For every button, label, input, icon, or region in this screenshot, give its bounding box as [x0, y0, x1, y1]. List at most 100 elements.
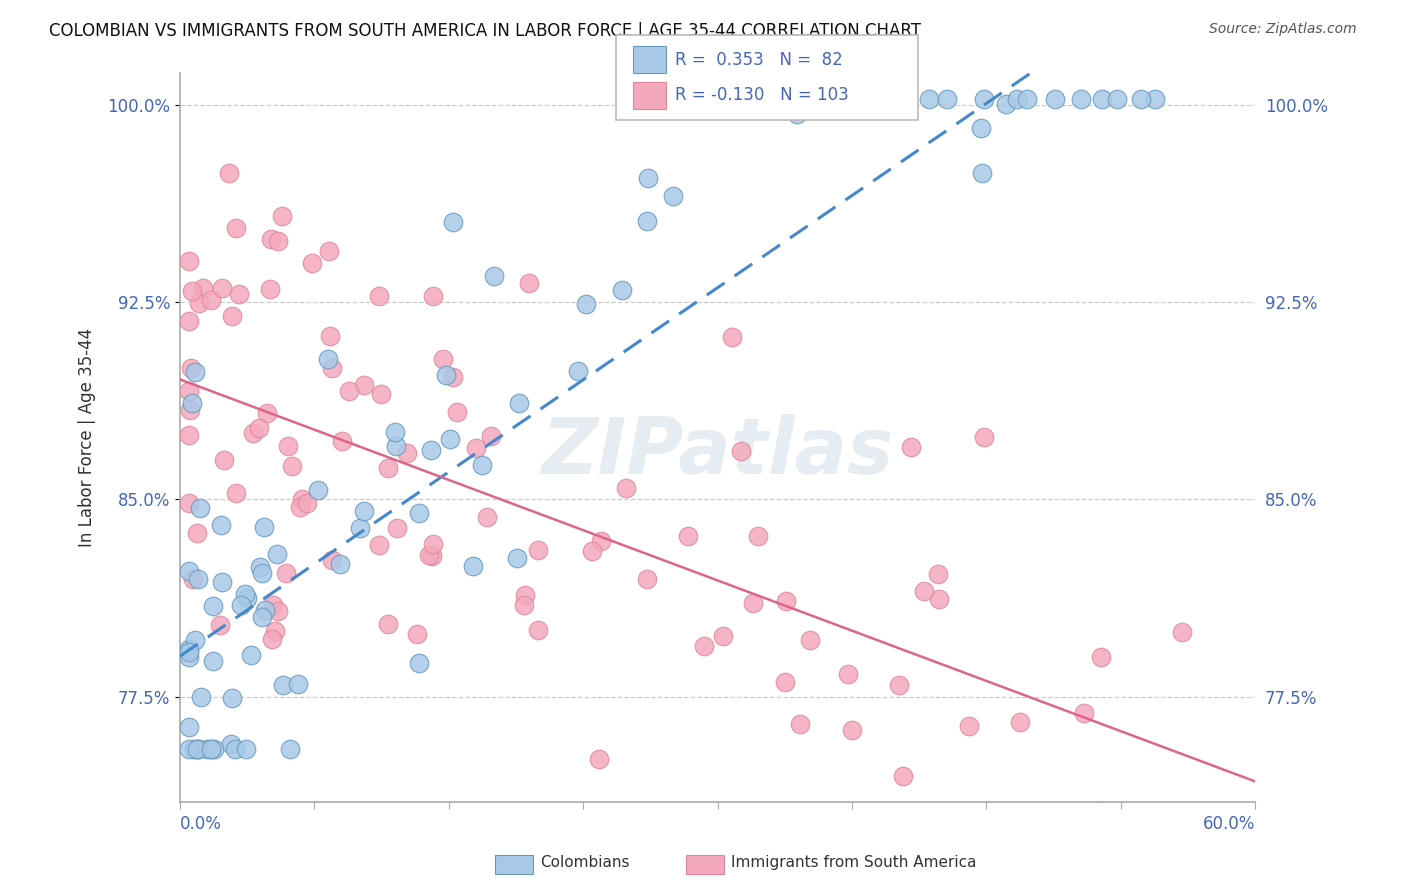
Point	[441, 369, 464, 384]
Point	[277, 439, 299, 453]
Point	[250, 566, 273, 580]
Point	[177, 742, 200, 756]
Point	[211, 280, 233, 294]
Text: R = -0.130   N = 103: R = -0.130 N = 103	[675, 87, 849, 104]
Point	[610, 283, 633, 297]
Point	[287, 677, 309, 691]
Point	[195, 742, 218, 756]
Text: Immigrants from South America: Immigrants from South America	[731, 855, 977, 870]
Point	[384, 439, 406, 453]
Point	[177, 645, 200, 659]
Point	[235, 742, 257, 756]
Point	[441, 215, 464, 229]
Point	[353, 378, 375, 392]
Point	[900, 440, 922, 454]
Point	[249, 560, 271, 574]
Point	[479, 428, 502, 442]
Point	[439, 432, 461, 446]
Point	[914, 584, 936, 599]
Point	[581, 544, 603, 558]
Point	[591, 533, 613, 548]
Point	[181, 284, 204, 298]
Point	[1091, 92, 1114, 106]
Point	[260, 232, 283, 246]
Point	[799, 632, 821, 647]
Point	[588, 751, 610, 765]
Point	[202, 742, 225, 756]
Point	[406, 627, 429, 641]
Point	[678, 529, 700, 543]
Point	[517, 277, 540, 291]
Point	[775, 594, 797, 608]
Point	[614, 481, 637, 495]
Point	[266, 547, 288, 561]
Point	[918, 92, 941, 106]
Point	[301, 255, 323, 269]
Point	[190, 690, 212, 704]
Point	[288, 500, 311, 514]
Point	[177, 428, 200, 442]
Point	[963, 808, 986, 822]
Point	[730, 443, 752, 458]
Point	[377, 460, 399, 475]
Point	[506, 551, 529, 566]
Point	[368, 538, 391, 552]
Point	[180, 361, 202, 376]
Point	[259, 282, 281, 296]
Text: ZIPatlas: ZIPatlas	[541, 414, 894, 490]
Point	[184, 365, 207, 379]
Point	[475, 510, 498, 524]
Point	[266, 604, 288, 618]
Point	[928, 591, 950, 606]
Point	[177, 641, 200, 656]
Point	[513, 598, 536, 612]
Point	[408, 506, 430, 520]
Point	[851, 92, 873, 106]
Point	[349, 521, 371, 535]
Point	[273, 677, 295, 691]
Point	[321, 553, 343, 567]
Point	[181, 572, 204, 586]
Point	[247, 421, 270, 435]
Point	[180, 396, 202, 410]
Text: 60.0%: 60.0%	[1202, 815, 1256, 833]
Point	[235, 591, 257, 605]
Point	[973, 92, 995, 106]
Point	[970, 166, 993, 180]
Point	[271, 210, 294, 224]
Point	[408, 656, 430, 670]
Point	[970, 121, 993, 136]
Point	[253, 602, 276, 616]
Point	[201, 599, 224, 613]
Point	[527, 542, 550, 557]
Point	[318, 244, 340, 258]
Point	[179, 403, 201, 417]
Point	[422, 537, 444, 551]
Point	[747, 529, 769, 543]
Point	[1171, 624, 1194, 639]
Point	[1090, 649, 1112, 664]
Point	[713, 629, 735, 643]
Point	[693, 639, 716, 653]
Point	[891, 769, 914, 783]
Point	[907, 808, 929, 822]
Point	[1143, 92, 1166, 106]
Point	[370, 387, 392, 401]
Point	[1017, 92, 1039, 106]
Point	[225, 486, 247, 500]
Text: COLOMBIAN VS IMMIGRANTS FROM SOUTH AMERICA IN LABOR FORCE | AGE 35-44 CORRELATIO: COLOMBIAN VS IMMIGRANTS FROM SOUTH AMERI…	[49, 22, 921, 40]
Point	[208, 618, 231, 632]
Y-axis label: In Labor Force | Age 35-44: In Labor Force | Age 35-44	[79, 328, 96, 547]
Point	[636, 572, 658, 586]
Point	[636, 213, 658, 227]
Text: Source: ZipAtlas.com: Source: ZipAtlas.com	[1209, 22, 1357, 37]
Point	[384, 425, 406, 439]
Point	[419, 442, 441, 457]
Point	[567, 364, 589, 378]
Point	[889, 678, 911, 692]
Point	[422, 289, 444, 303]
Point	[177, 564, 200, 578]
Point	[179, 649, 201, 664]
Point	[321, 361, 343, 376]
Point	[841, 723, 863, 738]
